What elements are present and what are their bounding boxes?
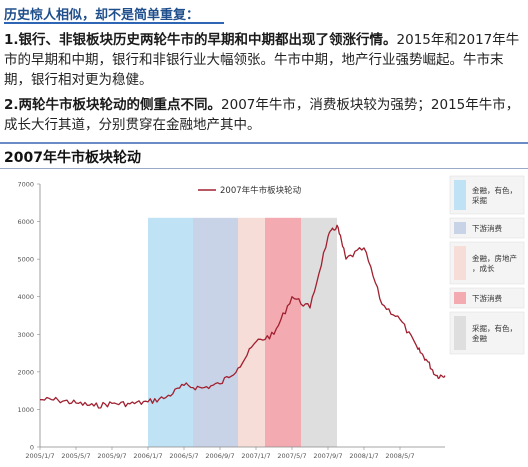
side-legend-card	[449, 287, 525, 309]
side-legend-item-1: 金融，有色，采掘	[449, 175, 525, 215]
side-legend-label: 金融，房地产	[472, 253, 517, 263]
paragraph-2: 2.两轮牛市板块轮动的侧重点不同。2007年牛市，消费板块较为强势；2015年牛…	[4, 95, 524, 135]
side-legend-label: ，成长	[472, 263, 495, 273]
side-legend-swatch	[454, 180, 466, 210]
side-legend-label: 采掘	[472, 195, 487, 205]
paragraph-1: 1.银行、非银板块历史两轮牛市的早期和中期都出现了领涨行情。2015年和2017…	[4, 30, 524, 90]
paragraph-1-lead: 1.银行、非银板块历史两轮牛市的早期和中期都出现了领涨行情。	[4, 32, 397, 48]
y-tick-label: 5000	[17, 256, 34, 264]
band-3	[238, 217, 265, 447]
section-subtitle: 历史惊人相似，却不是简单重复：	[4, 4, 224, 24]
side-legend-label: 金融	[472, 333, 487, 343]
band-2	[193, 217, 238, 447]
y-tick-label: 6000	[17, 218, 34, 226]
side-legend-label: 下游消费	[472, 223, 502, 233]
side-legend-label: 金融，有色，	[472, 185, 517, 195]
y-tick-label: 1000	[17, 406, 34, 414]
side-legend-card	[449, 217, 525, 239]
x-tick-label: 2005/1/7	[25, 452, 54, 460]
x-tick-label: 2005/9/7	[97, 452, 126, 460]
chart-title: 2007年牛市板块轮动	[4, 150, 141, 166]
x-tick-label: 2007/9/7	[313, 452, 342, 460]
side-legend-swatch	[454, 246, 466, 280]
x-tick-label: 2007/1/7	[241, 452, 270, 460]
x-tick-label: 2005/5/7	[61, 452, 90, 460]
y-tick-label: 0	[30, 444, 34, 452]
band-1	[148, 217, 193, 447]
subtitle-text: 历史惊人相似，却不是简单重复：	[4, 8, 200, 23]
line-chart: 0 1000 2000 3000 4000 5000 6000 7000 2005/1/7 200…	[17, 175, 525, 460]
x-tick-label: 2008/5/7	[385, 452, 414, 460]
axis-layer: 0 1000 2000 3000 4000 5000 6000 7000 2005/1/7 200…	[17, 181, 445, 460]
section-divider	[0, 142, 528, 144]
side-legend-item-4: 下游消费	[449, 287, 525, 309]
paragraph-2-lead: 2.两轮牛市板块轮动的侧重点不同。	[4, 97, 222, 113]
side-legend-swatch	[454, 222, 466, 234]
y-tick-label: 2000	[17, 368, 34, 376]
side-legend-item-3: 金融，房地产，成长	[449, 241, 525, 285]
subtitle-underline	[4, 22, 224, 24]
bands-layer	[148, 217, 337, 447]
x-tick-label: 2006/1/7	[133, 452, 162, 460]
side-legend-swatch	[454, 316, 466, 350]
side-legend-item-5: 采掘，有色，金融	[449, 311, 525, 355]
x-tick-label: 2007/5/7	[277, 452, 306, 460]
series-layer	[39, 224, 446, 409]
side-legend-item-2: 下游消费	[449, 217, 525, 239]
band-4	[265, 217, 301, 447]
paragraph-2-body: 2007年牛市，消费板块较为强势；2015年牛市，成长大行其道，分别贯穿在金融地…	[4, 97, 520, 133]
paragraph-1-body: 2015年和2017年牛市的早期和中期，银行和非银行业大幅领张。牛市中期，地产行…	[4, 32, 520, 88]
band-5	[301, 217, 337, 447]
x-tick-label: 2006/5/7	[169, 452, 198, 460]
y-tick-label: 3000	[17, 331, 34, 339]
legend-label: 2007年牛市板块轮动	[220, 185, 302, 196]
y-tick-label: 7000	[17, 181, 34, 189]
side-legend-label: 采掘，有色，	[472, 323, 517, 333]
y-tick-label: 4000	[17, 293, 34, 301]
chart-title-rule	[0, 168, 528, 169]
legend-layer: 2007年牛市板块轮动	[198, 185, 302, 196]
side-legend-swatch	[454, 292, 466, 304]
series-line	[39, 224, 446, 409]
side-legend-label: 下游消费	[472, 293, 502, 303]
x-tick-label: 2006/9/7	[205, 452, 234, 460]
x-tick-label: 2008/1/7	[349, 452, 378, 460]
